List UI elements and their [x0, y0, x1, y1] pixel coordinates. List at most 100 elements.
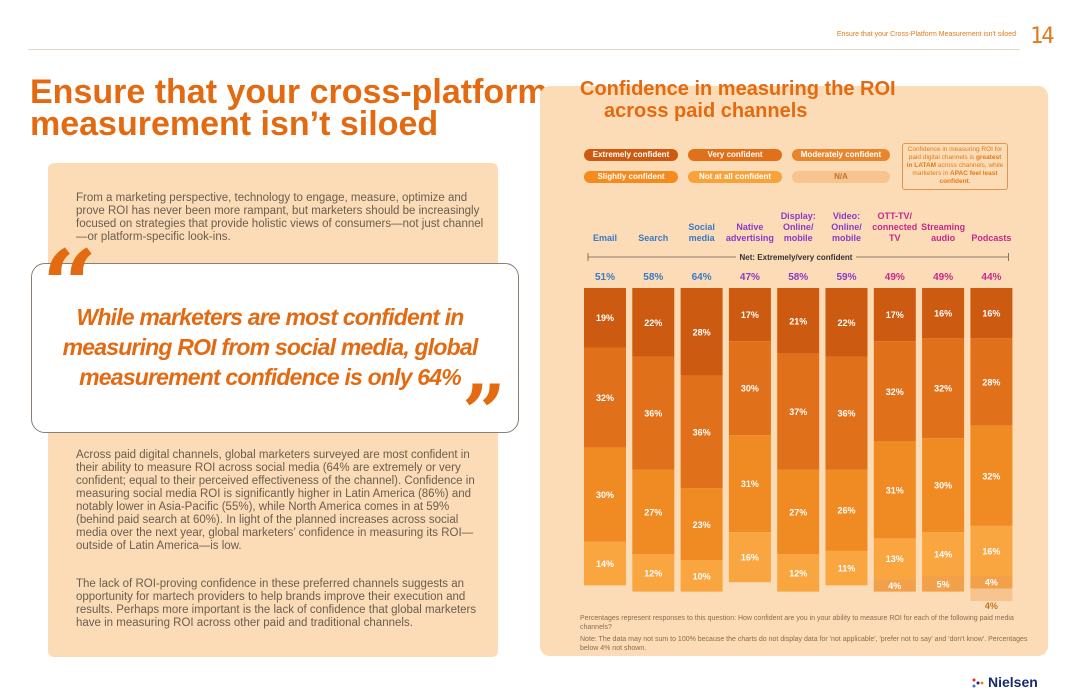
chart-notes: Percentages represent responses to this …: [580, 614, 1030, 656]
chart-callout: Confidence in measuring ROI for paid dig…: [902, 143, 1008, 190]
bar-value-label: 12%: [789, 568, 807, 578]
bar-segment: [680, 375, 723, 489]
category-label: Online/: [783, 222, 814, 232]
legend-item-very-confident: Very confident: [688, 149, 782, 161]
bar-value-label: 16%: [982, 546, 1000, 556]
bar-value-label: 19%: [596, 313, 614, 323]
header-section-title: Ensure that your Cross-Platform Measurem…: [836, 31, 1016, 38]
net-value: 51%: [595, 272, 615, 283]
category-label: advertising: [726, 233, 774, 243]
brand-name: Nielsen: [988, 674, 1038, 690]
bar-value-label: 27%: [789, 507, 807, 517]
category-label: Online/: [831, 222, 862, 232]
callout-text-post: across channels, while marketers in: [912, 162, 1004, 177]
nielsen-mark-icon: [972, 678, 984, 688]
net-value: 58%: [643, 272, 663, 283]
bar-value-label: 22%: [644, 318, 662, 328]
bar-segment: [825, 469, 868, 551]
chart-title-line-2: across paid channels: [604, 100, 808, 122]
bar-segment: [680, 288, 723, 376]
bar-value-label: 28%: [693, 327, 711, 337]
bar-segment: [873, 341, 916, 442]
bar-value-label: 4%: [985, 578, 998, 588]
category-label: media: [689, 233, 716, 243]
net-value: 64%: [692, 272, 712, 283]
bar-segment: [970, 288, 1013, 339]
bar-value-label: 17%: [886, 310, 904, 320]
bar-segment: [970, 425, 1013, 526]
legend-item-na: N/A: [792, 171, 890, 183]
category-label: Podcasts: [971, 233, 1011, 243]
category-label: Search: [638, 233, 668, 243]
net-value: 58%: [788, 272, 808, 283]
category-label: Social: [688, 222, 715, 232]
pull-quote-box: [31, 263, 519, 433]
bar-value-label: 16%: [741, 553, 759, 563]
body-paragraph-1: Across paid digital channels, global mar…: [76, 449, 475, 552]
bar-segment: [632, 356, 675, 470]
bar-value-label: 4%: [888, 581, 901, 591]
bar-value-label: 23%: [693, 520, 711, 530]
legend-item-slightly-confident: Slightly confident: [584, 171, 678, 183]
note-question: Percentages represent responses to this …: [580, 615, 1014, 631]
bar-value-label: 21%: [789, 316, 807, 326]
callout-text-bold: greatest in LATAM: [906, 154, 1002, 169]
net-label: Net: Extremely/very confident: [740, 253, 853, 262]
bar-segment: [777, 288, 820, 354]
category-label: Display:: [781, 211, 816, 221]
bar-segment: [922, 338, 965, 439]
bar-segment: [728, 341, 771, 436]
bar-value-label: 4%: [985, 601, 998, 610]
header-divider: [28, 49, 1020, 50]
bar-value-label: 16%: [982, 309, 1000, 319]
bar-value-label: 28%: [982, 377, 1000, 387]
pull-quote-text: While marketers are most confident in me…: [62, 304, 479, 390]
bar-value-label: 14%: [934, 550, 952, 560]
bar-segment: [584, 288, 626, 348]
bar-value-label: 32%: [886, 387, 904, 397]
category-label: Streaming: [921, 222, 965, 232]
nielsen-logo: Nielsen: [972, 674, 1038, 690]
category-label: Native: [736, 222, 763, 232]
bar-segment: [970, 575, 1013, 589]
bar-value-label: 36%: [693, 427, 711, 437]
bar-value-label: 11%: [838, 564, 856, 574]
intro-paragraph: From a marketing perspective, technology…: [76, 192, 484, 243]
bar-segment: [922, 575, 965, 592]
bar-segment: [922, 438, 965, 533]
bar-segment: [873, 288, 916, 342]
bar-value-label: 30%: [741, 384, 759, 394]
bar-segment: [680, 488, 723, 561]
category-label: Email: [593, 233, 617, 243]
bar-value-label: 27%: [644, 507, 662, 517]
category-label: OTT-TV/: [878, 211, 913, 221]
open-quote-icon: “: [42, 229, 98, 342]
bar-value-label: 30%: [596, 490, 614, 500]
bar-segment: [922, 532, 965, 576]
body-paragraph-2: The lack of ROI-proving confidence in th…: [76, 578, 477, 629]
net-value: 44%: [981, 272, 1001, 283]
bar-value-label: 37%: [789, 407, 807, 417]
category-label: audio: [931, 233, 956, 243]
bar-value-label: 31%: [886, 485, 904, 495]
bar-value-label: 36%: [644, 409, 662, 419]
category-label: connected: [872, 222, 917, 232]
bar-segment: [728, 532, 771, 583]
close-quote-icon: ”: [462, 368, 506, 457]
bar-value-label: 22%: [837, 318, 855, 328]
bar-value-label: 5%: [937, 579, 950, 589]
bar-value-label: 14%: [596, 559, 614, 569]
net-value: 59%: [836, 272, 856, 283]
bar-segment: [777, 554, 820, 592]
bar-segment: [680, 560, 723, 592]
bar-segment: [970, 338, 1013, 426]
net-value: 49%: [885, 272, 905, 283]
page-title: Ensure that your cross-platform measurem…: [30, 73, 548, 143]
bar-segment: [632, 469, 675, 555]
bar-value-label: 31%: [741, 479, 759, 489]
bar-value-label: 17%: [741, 310, 759, 320]
bar-value-label: 10%: [693, 571, 711, 581]
bar-segment: [584, 541, 626, 586]
bar-segment: [728, 288, 771, 342]
